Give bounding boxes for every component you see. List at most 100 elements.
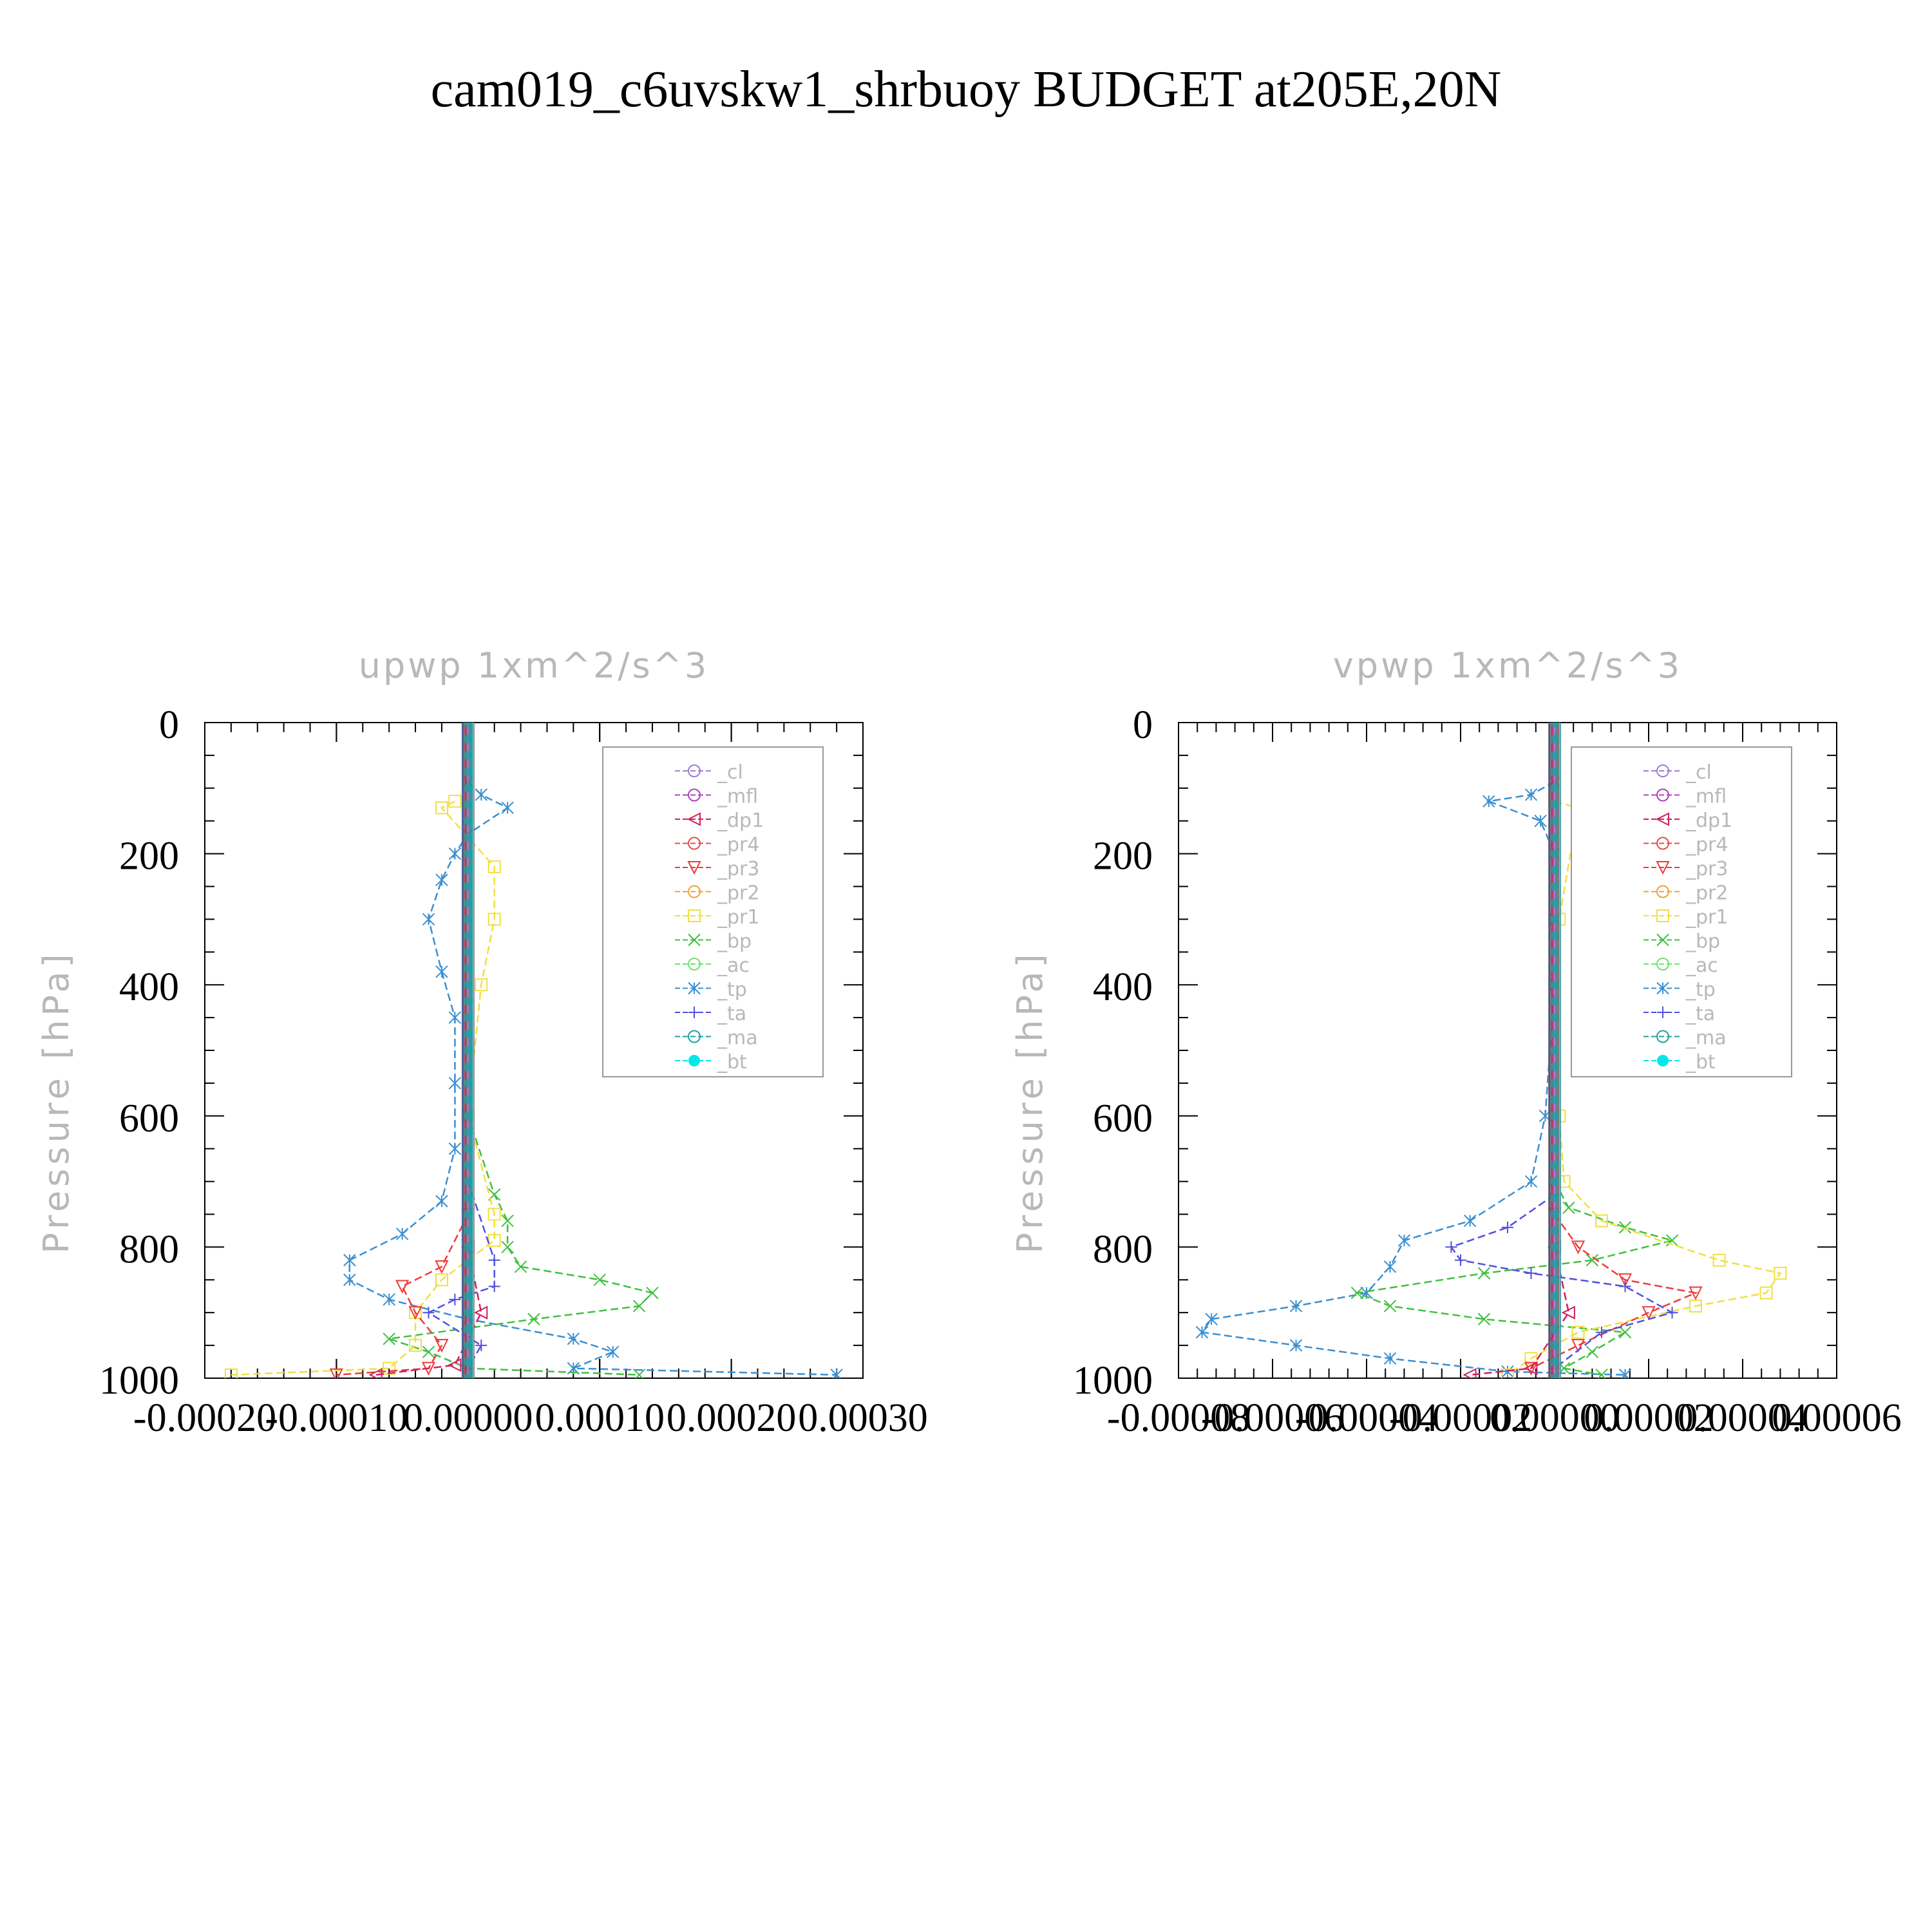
data-point bbox=[435, 1273, 448, 1287]
data-point bbox=[422, 913, 435, 926]
data-point bbox=[687, 812, 701, 826]
data-point bbox=[1383, 1260, 1397, 1273]
bt-point bbox=[463, 1308, 473, 1318]
bt-point bbox=[1550, 963, 1559, 973]
bt-point bbox=[1550, 833, 1559, 842]
data-point bbox=[688, 885, 701, 898]
data-point bbox=[383, 1361, 396, 1375]
bt-point bbox=[1550, 849, 1559, 858]
y-tick-label: 600 bbox=[119, 1097, 179, 1141]
legend-entry-bt: _bt bbox=[1643, 1051, 1716, 1074]
x-tick-label: 0.00000 bbox=[1490, 1396, 1620, 1440]
legend-label: _ma bbox=[717, 1027, 758, 1050]
legend-entry-pr3: _pr3 bbox=[1643, 858, 1728, 880]
data-point bbox=[1477, 1267, 1491, 1280]
legend-label: _cl bbox=[1685, 761, 1712, 784]
y-tick-label: 400 bbox=[1093, 965, 1153, 1009]
panel-vpwp: vpwp 1xm^2/s^3 Pressure [hPa] 0 200 400 600 80… bbox=[1010, 645, 1902, 1440]
bt-point bbox=[1550, 947, 1559, 957]
bt-point bbox=[1550, 1242, 1559, 1252]
bt-point bbox=[1550, 1078, 1559, 1088]
data-point bbox=[1774, 1267, 1787, 1280]
data-point bbox=[383, 1293, 395, 1306]
data-point bbox=[1289, 1300, 1303, 1312]
legend-entry-bt: _bt bbox=[675, 1051, 747, 1074]
legend-label: _ac bbox=[717, 954, 750, 977]
data-point bbox=[1383, 1300, 1397, 1312]
data-point bbox=[1445, 1241, 1457, 1253]
data-point bbox=[501, 801, 514, 815]
data-point bbox=[646, 1286, 659, 1300]
bt-point bbox=[1550, 734, 1559, 744]
bt-point bbox=[1550, 816, 1559, 826]
legend-label: _pr2 bbox=[1685, 882, 1728, 905]
legend-label: _pr2 bbox=[717, 882, 759, 905]
legend-entry-bp: _bp bbox=[675, 931, 752, 953]
bt-point bbox=[463, 1357, 473, 1367]
data-point bbox=[1524, 788, 1538, 801]
bt-point bbox=[463, 833, 473, 842]
data-point bbox=[1482, 795, 1495, 808]
data-point bbox=[1596, 1326, 1607, 1338]
legend-label: _pr1 bbox=[717, 906, 759, 929]
data-point bbox=[435, 873, 448, 887]
data-point bbox=[1571, 1240, 1586, 1255]
legend-entry-tp: _tp bbox=[675, 979, 747, 1001]
data-point bbox=[448, 1142, 462, 1155]
data-point bbox=[1524, 1361, 1538, 1376]
data-point bbox=[488, 1208, 501, 1221]
bt-point bbox=[1550, 1209, 1559, 1219]
data-point bbox=[1618, 1221, 1632, 1234]
legend-label: _pr1 bbox=[1685, 906, 1728, 929]
y-tick-label: 800 bbox=[1093, 1227, 1153, 1271]
legend-entry-pr1: _pr1 bbox=[675, 906, 759, 929]
data-point bbox=[1665, 1234, 1679, 1247]
bt-point bbox=[463, 882, 473, 891]
legend-label: _mfl bbox=[717, 786, 758, 808]
bt-point bbox=[463, 723, 473, 727]
y-tick-label: 0 bbox=[159, 703, 179, 747]
bt-point bbox=[1550, 783, 1559, 793]
data-point bbox=[474, 1305, 488, 1320]
y-tick-label: 0 bbox=[1133, 703, 1153, 747]
bt-point bbox=[1550, 1357, 1559, 1367]
data-point bbox=[435, 1195, 448, 1208]
legend-entry-pr2: _pr2 bbox=[1643, 882, 1728, 905]
x-tick-label: 0.00000 bbox=[403, 1396, 533, 1440]
panel-upwp: upwp 1xm^2/s^3 Pressure [hPa] 0 200 400 600 80… bbox=[36, 645, 928, 1440]
data-point bbox=[1501, 1368, 1514, 1378]
data-point bbox=[1666, 1307, 1678, 1319]
bt-point bbox=[463, 734, 473, 744]
data-point bbox=[1383, 1352, 1397, 1365]
data-point bbox=[395, 1280, 410, 1294]
data-point bbox=[449, 1293, 461, 1305]
bt-point bbox=[1550, 1046, 1559, 1055]
data-point bbox=[606, 1345, 620, 1358]
data-point bbox=[1195, 1326, 1209, 1339]
data-point bbox=[688, 837, 701, 850]
bt-point bbox=[1550, 980, 1559, 990]
bt-point bbox=[463, 800, 473, 810]
legend-entry-dp1: _dp1 bbox=[675, 810, 764, 832]
data-point bbox=[408, 1306, 422, 1320]
data-point bbox=[1712, 1253, 1726, 1267]
data-point bbox=[1656, 837, 1669, 850]
data-point bbox=[448, 1358, 462, 1372]
bt-point bbox=[463, 1193, 473, 1203]
data-point bbox=[687, 861, 701, 875]
data-point bbox=[422, 1307, 435, 1319]
legend-label: _dp1 bbox=[1685, 810, 1732, 832]
bt-point bbox=[1550, 1308, 1559, 1318]
data-point bbox=[343, 1254, 356, 1267]
data-point bbox=[475, 788, 488, 801]
bt-point bbox=[463, 1046, 473, 1055]
plot-area bbox=[224, 723, 843, 1378]
bt-point bbox=[1550, 1029, 1559, 1039]
bt-point bbox=[1550, 1177, 1559, 1186]
legend-label: _pr3 bbox=[717, 858, 759, 880]
data-point bbox=[395, 1227, 409, 1240]
x-tick-label: 0.00004 bbox=[1678, 1396, 1808, 1440]
series-line bbox=[1450, 1193, 1674, 1369]
y-axis-label: Pressure [hPa] bbox=[36, 950, 77, 1253]
panel-title: vpwp 1xm^2/s^3 bbox=[1333, 645, 1682, 686]
